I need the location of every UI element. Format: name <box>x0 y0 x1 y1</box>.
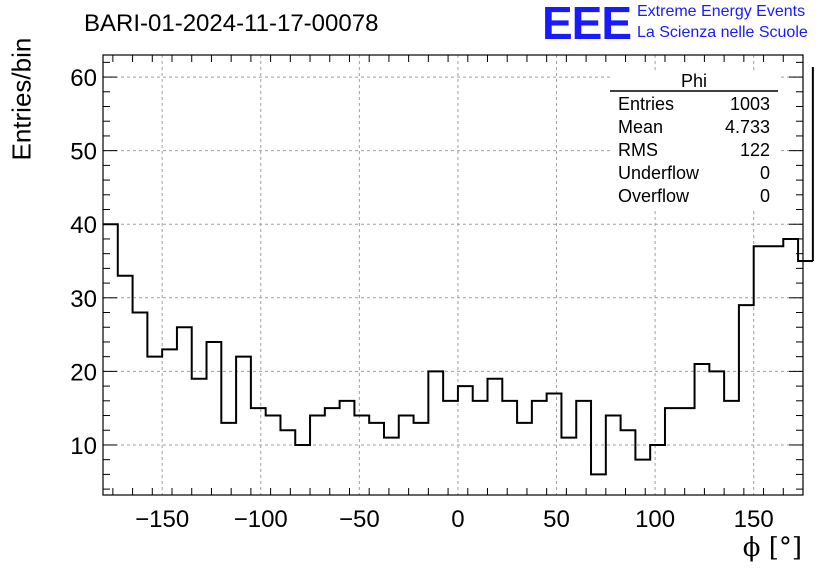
x-axis-label: ϕ [°] <box>742 533 802 563</box>
histogram-bin <box>414 423 429 495</box>
histogram-bin <box>162 349 177 495</box>
stats-box-bg <box>610 70 778 210</box>
stats-title: Phi <box>681 71 707 91</box>
histogram-bin <box>783 239 798 495</box>
histogram-bin <box>221 423 236 495</box>
stats-value: 122 <box>740 140 770 160</box>
stats-label: Overflow <box>618 186 690 206</box>
histogram-bin <box>147 357 162 495</box>
histogram-bin <box>502 401 517 495</box>
y-tick-label: 30 <box>70 286 97 313</box>
stats-label: Mean <box>618 117 663 137</box>
chart-title: BARI-01-2024-11-17-00078 <box>84 10 379 37</box>
stats-label: Underflow <box>618 163 700 183</box>
histogram-bin <box>798 261 813 495</box>
logo-line-1: Extreme Energy Events <box>637 3 806 20</box>
histogram-bin <box>665 408 680 495</box>
histogram-bin <box>561 438 576 495</box>
x-tick-label: −100 <box>234 506 288 533</box>
logo-line-2: La Scienza nelle Scuole <box>637 24 808 41</box>
x-tick-label: 0 <box>451 506 464 533</box>
stats-value: 0 <box>760 186 770 206</box>
histogram-bin <box>325 408 340 495</box>
histogram-bin <box>251 408 266 495</box>
histogram-bin <box>532 401 547 495</box>
x-tick-label: 100 <box>635 506 675 533</box>
histogram-bin <box>695 364 710 495</box>
histogram-bin <box>399 416 414 495</box>
histogram-bin <box>606 416 621 495</box>
histogram-bin <box>369 423 384 495</box>
x-tick-label: −150 <box>135 506 189 533</box>
y-tick-label: 50 <box>70 139 97 166</box>
stats-label: Entries <box>618 94 674 114</box>
histogram-bin <box>621 430 636 495</box>
histogram-bin <box>310 416 325 495</box>
histogram-bin <box>428 371 443 495</box>
histogram-bin <box>207 342 222 495</box>
histogram-bin <box>739 305 754 495</box>
histogram-bin <box>118 276 133 495</box>
stats-value: 4.733 <box>725 117 770 137</box>
histogram-bin <box>133 313 148 495</box>
histogram-bin <box>547 393 562 495</box>
y-tick-label: 60 <box>70 65 97 92</box>
histogram-bin <box>680 408 695 495</box>
histogram-bin <box>768 246 783 495</box>
histogram-bin <box>724 401 739 495</box>
histogram-bin <box>754 246 769 495</box>
histogram-bin <box>354 416 369 495</box>
histogram-bin <box>517 423 532 495</box>
histogram-bin <box>103 224 118 495</box>
histogram-bin <box>177 327 192 495</box>
histogram-bin <box>384 438 399 495</box>
histogram-bin <box>576 401 591 495</box>
y-tick-label: 40 <box>70 212 97 239</box>
histogram-bin <box>236 357 251 495</box>
histogram-bin <box>443 401 458 495</box>
y-tick-label: 10 <box>70 433 97 460</box>
histogram-bin <box>635 460 650 495</box>
stats-value: 0 <box>760 163 770 183</box>
histogram-bin <box>473 401 488 495</box>
plot-frame <box>102 54 804 496</box>
histogram-bin <box>591 474 606 495</box>
x-tick-label: 50 <box>543 506 570 533</box>
histogram-bin <box>458 386 473 495</box>
histogram-bin <box>340 401 355 495</box>
stats-label: RMS <box>618 140 658 160</box>
histogram-bin <box>709 371 724 495</box>
x-tick-label: 150 <box>734 506 774 533</box>
eee-logo: EEE <box>542 0 632 49</box>
y-tick-label: 20 <box>70 359 97 386</box>
histogram-bin <box>488 379 503 495</box>
histogram-bin <box>295 445 310 495</box>
x-tick-label: −50 <box>339 506 380 533</box>
stats-value: 1003 <box>730 94 770 114</box>
histogram-bin <box>266 416 281 495</box>
histogram-outline <box>103 223 813 476</box>
histogram-bin <box>192 379 207 495</box>
histogram-bin <box>650 445 665 495</box>
histogram-bin <box>280 430 295 495</box>
